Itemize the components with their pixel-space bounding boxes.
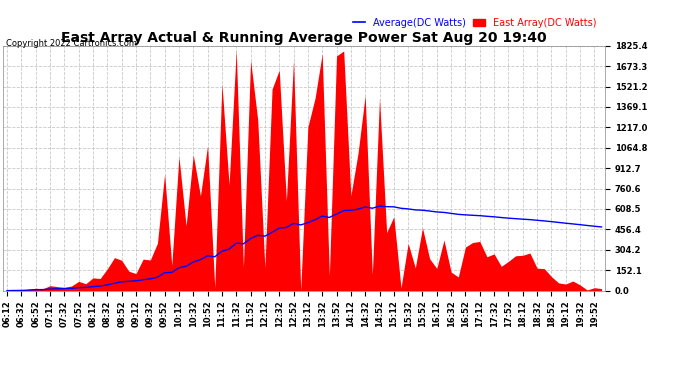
- Text: Copyright 2022 Cartronics.com: Copyright 2022 Cartronics.com: [6, 39, 137, 48]
- Title: East Array Actual & Running Average Power Sat Aug 20 19:40: East Array Actual & Running Average Powe…: [61, 31, 547, 45]
- Legend: Average(DC Watts), East Array(DC Watts): Average(DC Watts), East Array(DC Watts): [349, 14, 600, 32]
